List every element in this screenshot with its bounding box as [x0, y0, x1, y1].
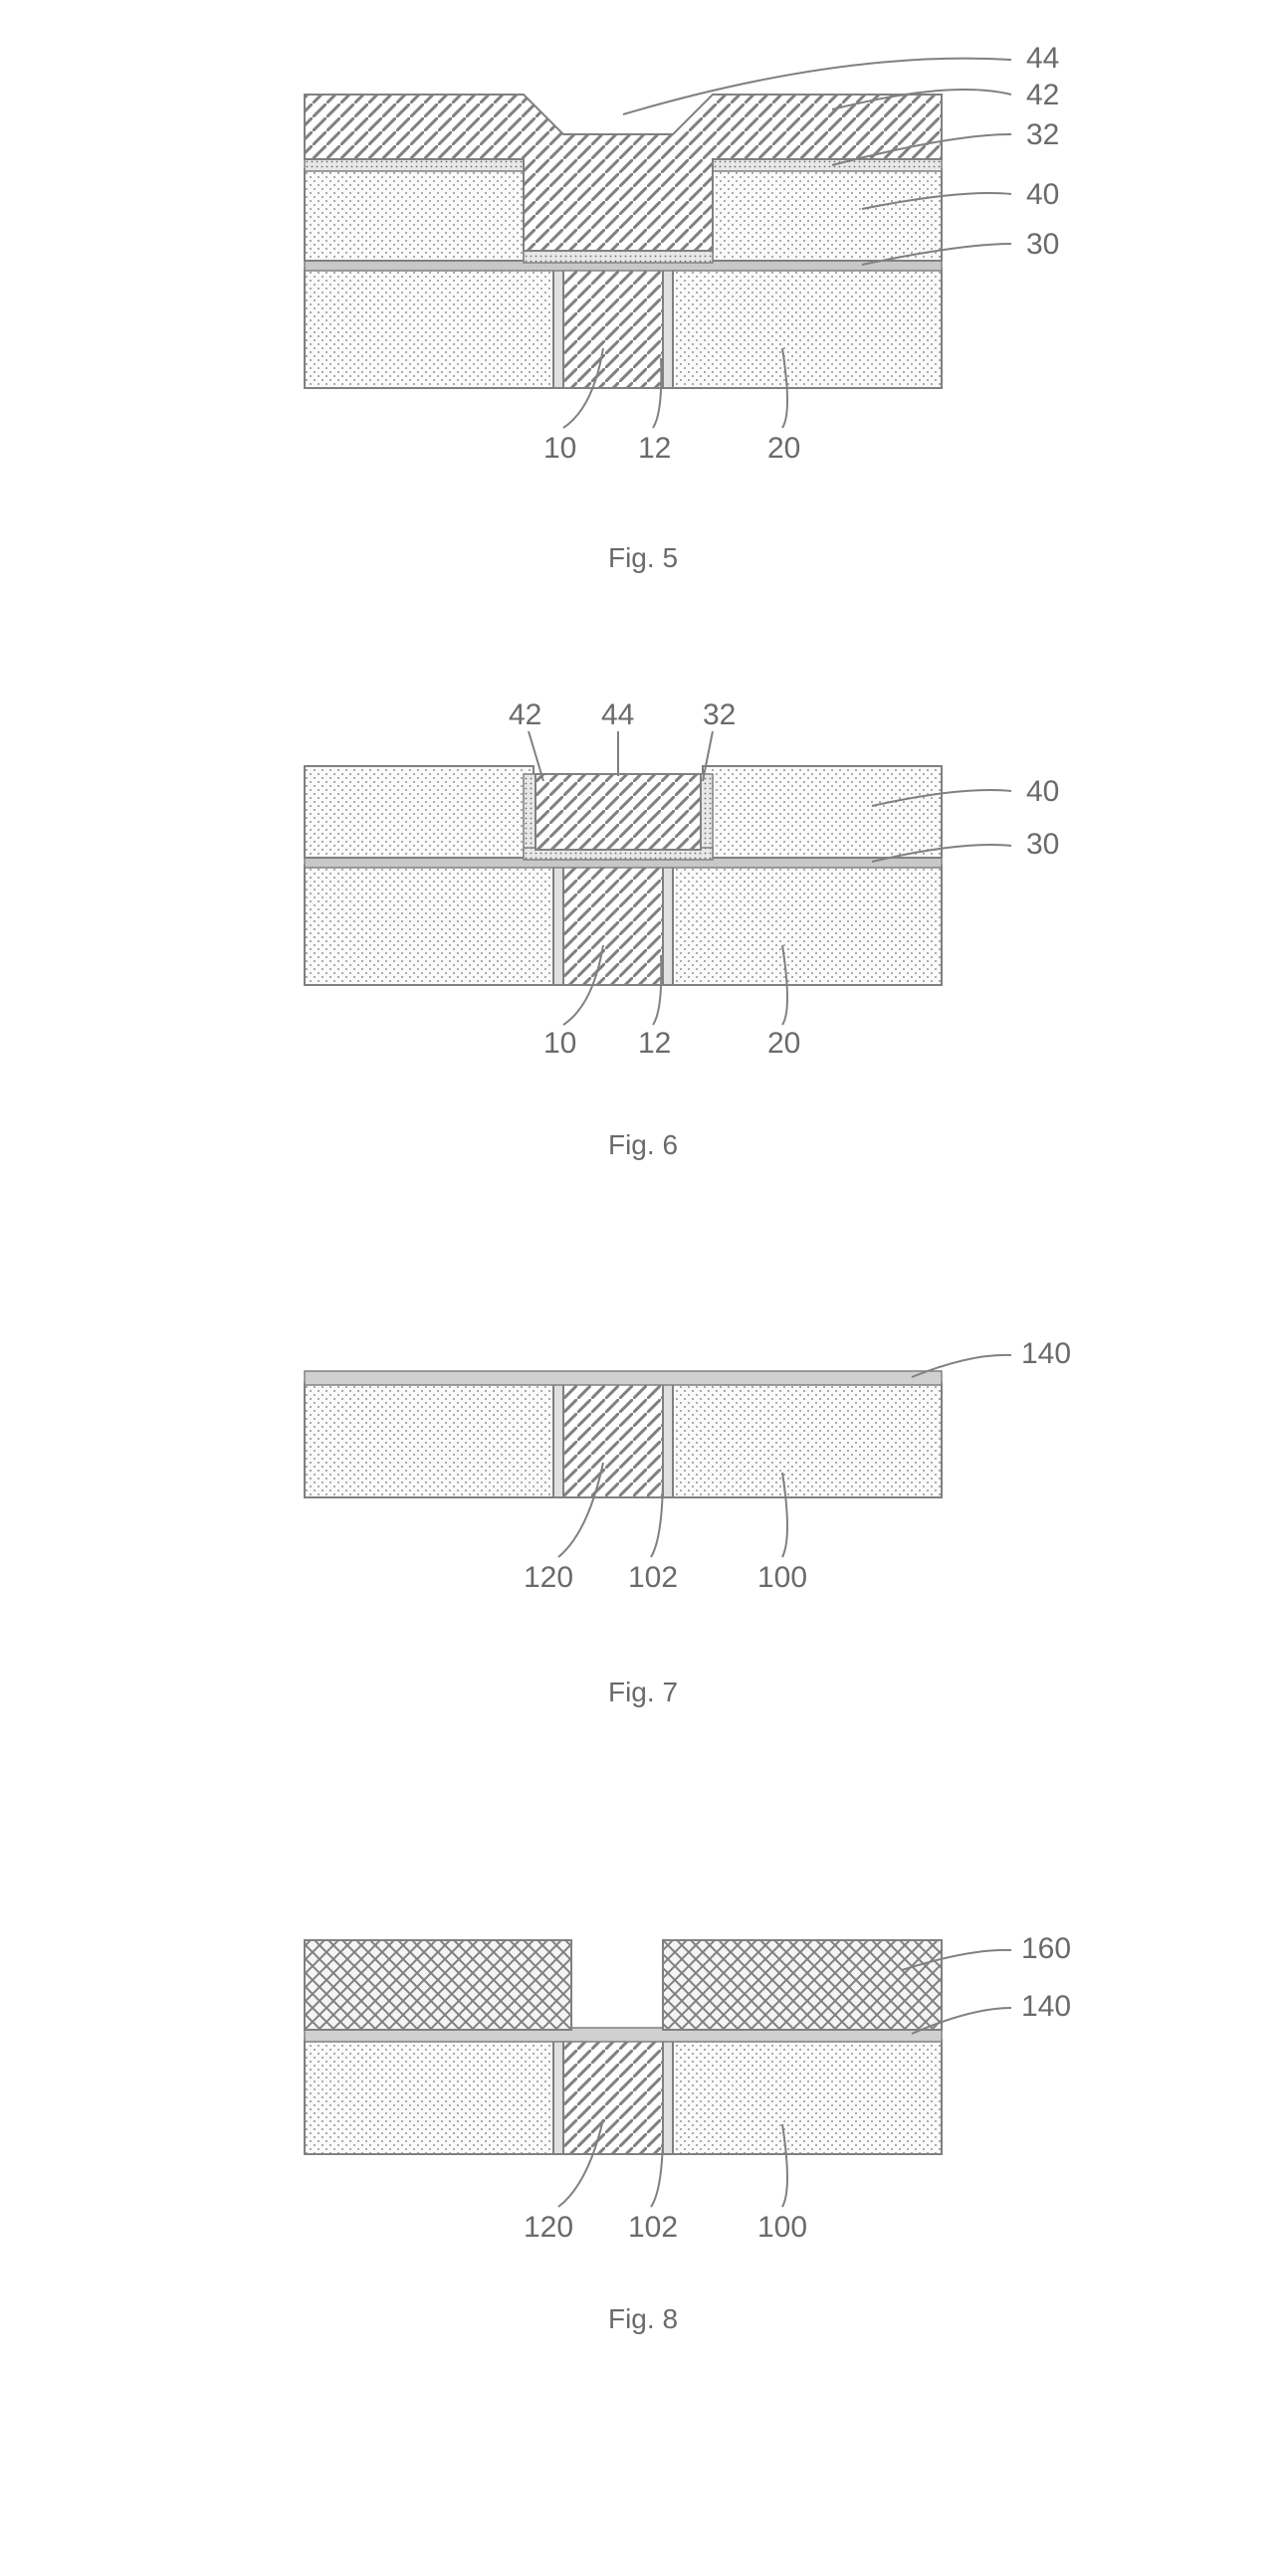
figure-6: 42 44 32 40 30 10 12 20 Fig. 6 — [145, 657, 1141, 1161]
figure-5: 44 42 32 40 30 10 12 20 Fig. 5 — [145, 20, 1141, 574]
label-42: 42 — [1026, 79, 1059, 111]
plug-120 — [563, 1383, 663, 1497]
layer-32-bottom — [524, 251, 713, 263]
label-12: 12 — [638, 432, 671, 465]
layer-40-left — [305, 169, 534, 261]
label-120: 120 — [524, 2211, 573, 2244]
label-40: 40 — [1026, 775, 1059, 808]
label-10: 10 — [543, 432, 576, 465]
label-20: 20 — [767, 1027, 800, 1060]
label-30: 30 — [1026, 828, 1059, 861]
layer-42-fill — [536, 774, 701, 850]
layer-160-right — [663, 1940, 942, 2030]
label-32: 32 — [1026, 118, 1059, 151]
label-100: 100 — [757, 1561, 807, 1594]
label-100: 100 — [757, 2211, 807, 2244]
layer-160-left — [305, 1940, 571, 2030]
label-20: 20 — [767, 432, 800, 465]
fig6-caption: Fig. 6 — [145, 1129, 1141, 1161]
fig8-caption: Fig. 8 — [145, 2303, 1141, 2335]
label-12: 12 — [638, 1027, 671, 1060]
label-140: 140 — [1021, 1990, 1071, 2023]
figure-7: 140 120 102 100 Fig. 7 — [145, 1274, 1141, 1708]
figure-8: 160 140 120 102 100 Fig. 8 — [145, 1841, 1141, 2335]
fig5-caption: Fig. 5 — [145, 542, 1141, 574]
fig8-svg: 160 140 120 102 100 — [145, 1841, 1141, 2259]
layer-32-topL — [305, 159, 534, 171]
layer-32-wallL — [524, 774, 536, 858]
label-42: 42 — [509, 698, 541, 731]
label-140: 140 — [1021, 1337, 1071, 1370]
label-120: 120 — [524, 1561, 573, 1594]
label-160: 160 — [1021, 1932, 1071, 1965]
fig7-caption: Fig. 7 — [145, 1677, 1141, 1708]
layer-140 — [305, 1371, 942, 1385]
label-32: 32 — [703, 698, 736, 731]
label-10: 10 — [543, 1027, 576, 1060]
label-102: 102 — [628, 2211, 678, 2244]
layer-32-wallR — [701, 774, 713, 858]
label-44: 44 — [601, 698, 634, 731]
fig6-svg: 42 44 32 40 30 10 12 20 — [145, 657, 1141, 1085]
layer-40-left — [305, 766, 534, 858]
plug-10 — [563, 866, 663, 985]
label-102: 102 — [628, 1561, 678, 1594]
fig7-svg: 140 120 102 100 — [145, 1274, 1141, 1632]
label-30: 30 — [1026, 228, 1059, 261]
label-40: 40 — [1026, 178, 1059, 211]
layer-32-topR — [703, 159, 942, 171]
label-44: 44 — [1026, 42, 1059, 75]
plug-120 — [563, 2040, 663, 2154]
fig5-svg: 44 42 32 40 30 10 12 20 — [145, 20, 1141, 497]
layer-40-right — [703, 766, 942, 858]
layer-40-right — [703, 169, 942, 261]
plug-10 — [563, 269, 663, 388]
